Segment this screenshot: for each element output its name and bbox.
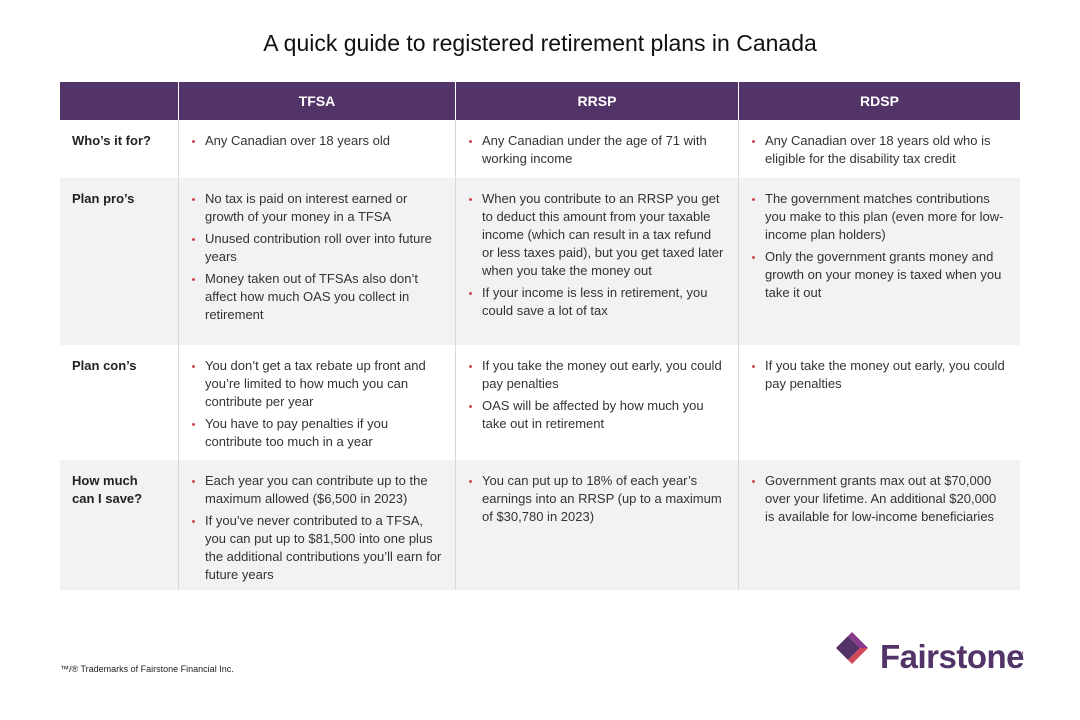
bullet-item: Only the government grants money and gro… <box>751 248 1008 302</box>
logo-mark: ™ <box>1016 650 1024 659</box>
header-cell: RDSP <box>738 82 1020 120</box>
table-cell: Each year you can contribute up to the m… <box>178 460 455 590</box>
table-cell: Government grants max out at $70,000 ove… <box>738 460 1020 590</box>
bullet-item: When you contribute to an RRSP you get t… <box>468 190 726 280</box>
bullet-item: If you take the money out early, you cou… <box>751 357 1008 393</box>
bullet-item: If you take the money out early, you cou… <box>468 357 726 393</box>
row-label: How much can I save? <box>60 460 178 590</box>
table-cell: If you take the money out early, you cou… <box>455 345 738 460</box>
row-label: Plan con’s <box>72 358 137 373</box>
table-cell: If you take the money out early, you cou… <box>738 345 1020 460</box>
table-cell: Any Canadian under the age of 71 with wo… <box>455 120 738 178</box>
bullet-item: If you’ve never contributed to a TFSA, y… <box>191 512 443 584</box>
table-cell: The government matches contributions you… <box>738 178 1020 345</box>
table-cell: Any Canadian over 18 years old who is el… <box>738 120 1020 178</box>
title: A quick guide to registered retirement p… <box>263 30 817 56</box>
bullet-item: The government matches contributions you… <box>751 190 1008 244</box>
bullet-item: You don’t get a tax rebate up front and … <box>191 357 443 411</box>
comparison-table: TFSA RRSP RDSP Who’s it for? Any Canadian ov… <box>60 82 1020 590</box>
table-cell: You can put up to 18% of each year’s ear… <box>455 460 738 590</box>
logo-icon <box>836 632 868 664</box>
header-cell: RRSP <box>455 82 738 120</box>
logo: Fairstone ™ <box>834 628 1025 678</box>
row-label: Who’s it for? <box>72 133 151 148</box>
table-cell: Any Canadian over 18 years old <box>178 120 455 178</box>
bullet-item: No tax is paid on interest earned or gro… <box>191 190 443 226</box>
bullet-item: Any Canadian under the age of 71 with wo… <box>468 132 726 168</box>
table-cell: No tax is paid on interest earned or gro… <box>178 178 455 345</box>
bullet-item: Any Canadian over 18 years old who is el… <box>751 132 1008 168</box>
bullet-item: Each year you can contribute up to the m… <box>191 472 443 508</box>
table-cell: You don’t get a tax rebate up front and … <box>178 345 455 460</box>
row-label: Plan pro’s <box>60 178 178 345</box>
bullet-item: You have to pay penalties if you contrib… <box>191 415 443 451</box>
bullet-item: Unused contribution roll over into futur… <box>191 230 443 266</box>
table-cell: When you contribute to an RRSP you get t… <box>455 178 738 345</box>
logo-text: Fairstone <box>880 638 1025 675</box>
bullet-item: Government grants max out at $70,000 ove… <box>751 472 1008 526</box>
bullet-item: Any Canadian over 18 years old <box>191 132 443 150</box>
bullet-item: OAS will be affected by how much you tak… <box>468 397 726 433</box>
bullet-item: Money taken out of TFSAs also don’t affe… <box>191 270 443 324</box>
bullet-item: If your income is less in retirement, yo… <box>468 284 726 320</box>
bullet-item: You can put up to 18% of each year’s ear… <box>468 472 726 526</box>
trademark-note: ™/® Trademarks of Fairstone Financial In… <box>60 664 234 674</box>
header-cell <box>60 82 178 120</box>
header-cell: TFSA <box>178 82 455 120</box>
